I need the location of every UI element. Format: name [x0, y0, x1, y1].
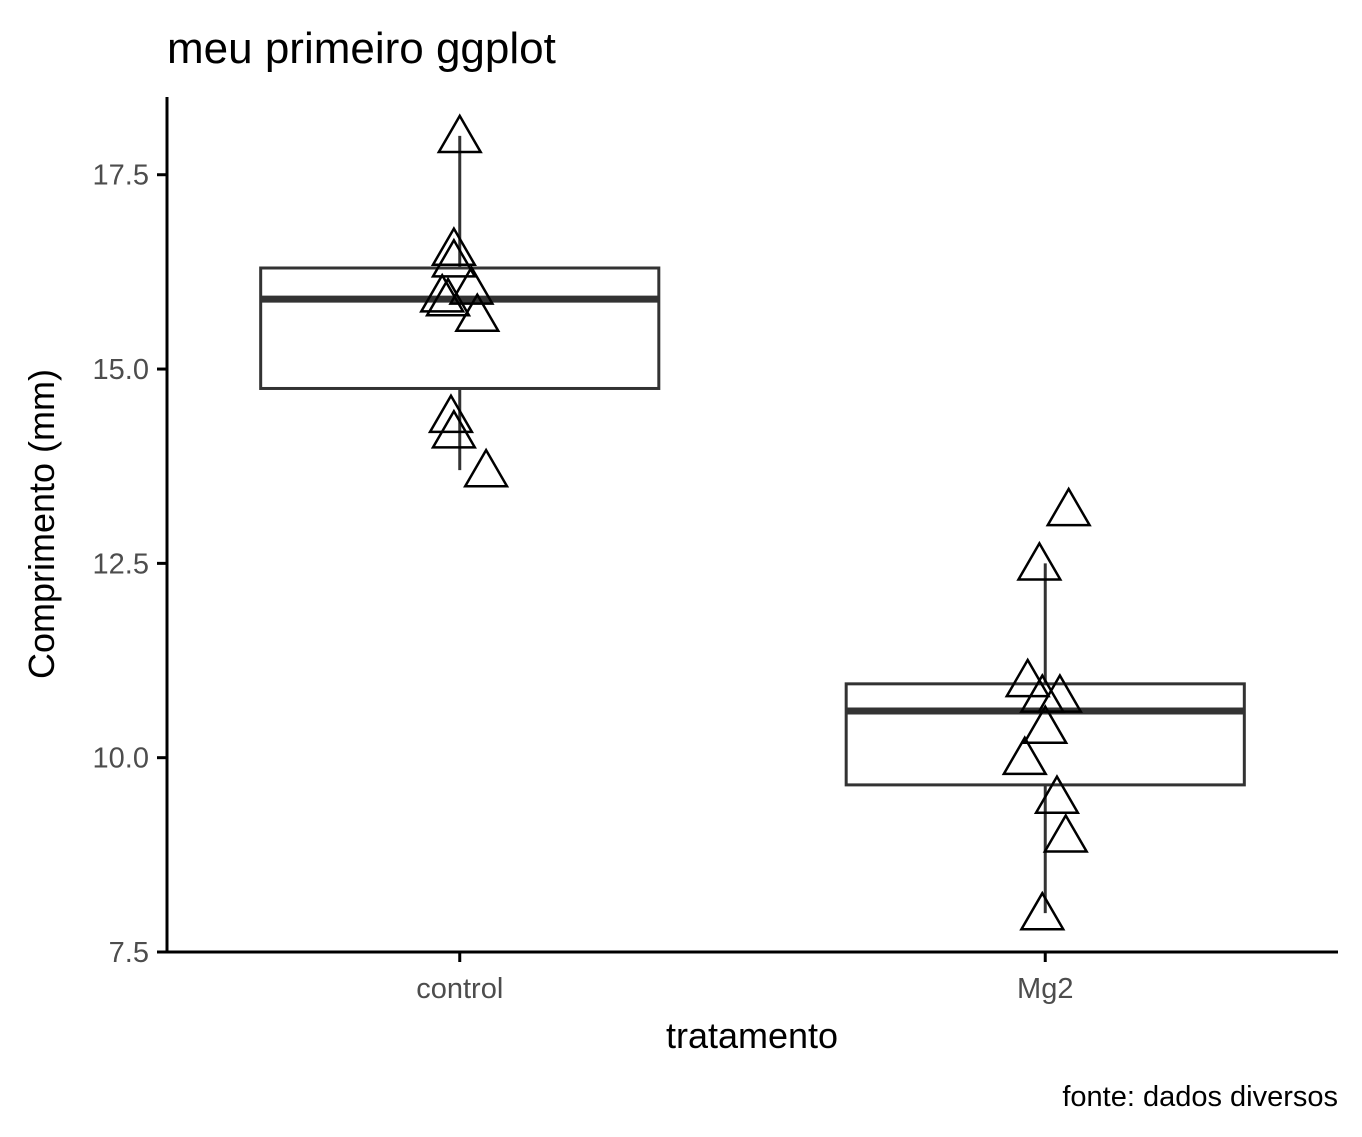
boxes — [259, 135, 1246, 914]
x-tick-label: control — [416, 973, 503, 1005]
chart-title: meu primeiro ggplot — [167, 24, 556, 73]
data-point-triangle-icon — [430, 408, 477, 449]
data-point-triangle-icon — [424, 276, 472, 317]
data-point-triangle-icon — [463, 447, 510, 488]
data-point-triangle-icon — [436, 113, 483, 154]
x-tick-label: Mg2 — [1017, 973, 1073, 1005]
data-points — [419, 113, 1092, 931]
data-point-triangle-icon — [1001, 735, 1048, 776]
chart-caption: fonte: dados diversos — [1062, 1081, 1338, 1113]
data-point-triangle-icon — [1019, 890, 1066, 931]
y-tick-label: 10.0 — [93, 743, 149, 775]
y-axis-title: Comprimento (mm) — [21, 369, 62, 679]
y-tick-label: 17.5 — [93, 160, 149, 192]
y-tick-label: 15.0 — [93, 354, 149, 386]
data-point-triangle-icon — [1004, 657, 1051, 698]
data-point-triangle-icon — [1022, 704, 1069, 744]
y-axis-ticks: 7.5 10.0 12.5 15.0 17.5 — [93, 160, 167, 969]
y-tick-label: 7.5 — [109, 937, 149, 969]
data-point-triangle-icon — [427, 393, 475, 434]
data-point-triangle-icon — [1033, 774, 1081, 814]
data-point-triangle-icon — [430, 226, 477, 266]
data-point-triangle-icon — [454, 292, 501, 333]
data-point-triangle-icon — [1042, 812, 1089, 853]
data-point-triangle-icon — [1016, 540, 1063, 581]
x-axis-ticks: control Mg2 — [416, 952, 1073, 1005]
data-point-triangle-icon — [1045, 486, 1092, 527]
data-point-triangle-icon — [419, 272, 466, 313]
y-tick-label: 12.5 — [93, 548, 149, 580]
data-point-triangle-icon — [430, 237, 477, 278]
x-axis-title: tratamento — [666, 1015, 838, 1056]
box-Mg2 — [844, 563, 1246, 914]
